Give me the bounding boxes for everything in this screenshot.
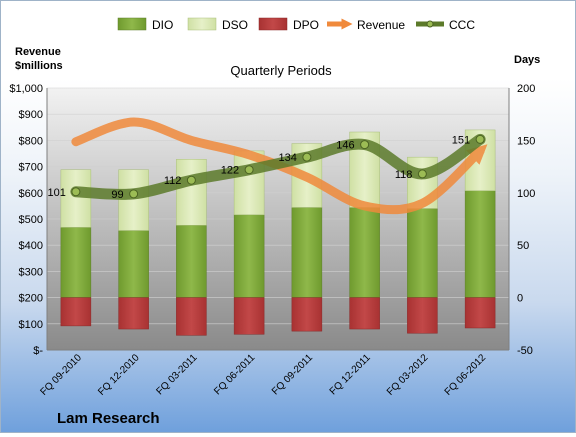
bar-dso	[176, 159, 207, 226]
bar-dpo	[118, 297, 149, 330]
legend: DIO DSO DPO Revenue CCC	[117, 17, 475, 32]
left-tick-label: $100	[19, 319, 43, 331]
bar-dso	[118, 169, 149, 231]
right-tick-label: -50	[517, 345, 533, 357]
bar-dso	[60, 169, 92, 228]
category-label: FQ 06-2012	[443, 352, 489, 398]
ccc-data-label: 146	[336, 140, 354, 152]
chart-title: Quarterly Periods	[230, 63, 332, 78]
left-tick-label: $500	[19, 214, 43, 226]
ccc-data-label: 151	[452, 134, 470, 146]
category-label: FQ 03-2012	[385, 352, 431, 398]
bar-dio	[60, 227, 92, 298]
ccc-point	[244, 165, 254, 175]
bar-dio	[464, 190, 496, 298]
category-label: FQ 06-2011	[212, 352, 257, 397]
left-tick-label: $300	[19, 266, 43, 278]
bar-dio	[233, 214, 265, 298]
left-tick-label: $-	[33, 345, 43, 357]
legend-swatch-dio	[117, 17, 147, 31]
category-label: FQ 12-2010	[96, 352, 142, 398]
bar-dio	[291, 207, 323, 298]
company-name: Lam Research	[57, 410, 160, 427]
right-axis-title: Days	[514, 54, 540, 66]
ccc-data-label: 101	[48, 187, 66, 199]
right-tick-label: 150	[517, 135, 535, 147]
bars	[60, 129, 496, 336]
ccc-point	[186, 175, 196, 185]
right-tick-label: 50	[517, 240, 529, 252]
bar-dpo	[291, 297, 323, 332]
left-tick-label: $600	[19, 188, 43, 200]
legend-swatch-dpo	[258, 17, 288, 31]
right-tick-label: 0	[517, 293, 523, 305]
right-tick-label: 200	[517, 83, 535, 95]
category-label: FQ 03-2011	[155, 352, 200, 397]
ccc-data-label: 134	[279, 152, 297, 164]
bar-dpo	[176, 297, 207, 336]
category-label: FQ 12-2011	[328, 352, 373, 397]
bar-dpo	[464, 297, 496, 329]
legend-label-ccc: CCC	[449, 18, 475, 32]
bar-dpo	[233, 297, 265, 335]
legend-label-dpo: DPO	[293, 18, 319, 32]
legend-label-dio: DIO	[152, 18, 173, 32]
ccc-data-label: 99	[111, 189, 123, 201]
left-tick-label: $700	[19, 162, 43, 174]
ccc-data-label: 122	[221, 165, 239, 177]
ccc-point	[417, 169, 427, 179]
category-label: FQ 09-2010	[38, 352, 84, 398]
bar-dpo	[60, 297, 92, 327]
bar-dpo	[407, 297, 438, 334]
left-axis-title-line1: Revenue	[15, 46, 61, 58]
revenue-line	[71, 117, 488, 215]
legend-swatch-dso	[187, 17, 217, 31]
bar-dio	[118, 230, 149, 298]
bar-dio	[176, 225, 207, 298]
left-tick-label: $1,000	[9, 83, 43, 95]
left-tick-label: $800	[19, 135, 43, 147]
ccc-series: 101 99 112 122 134 146 118 151	[48, 133, 486, 201]
ccc-point	[71, 187, 81, 197]
bar-dpo	[349, 297, 380, 330]
legend-label-revenue: Revenue	[357, 18, 405, 32]
bar-dio	[407, 208, 438, 298]
left-tick-label: $900	[19, 109, 43, 121]
ccc-data-label: 112	[164, 175, 182, 187]
left-axis-title-line2: $millions	[15, 60, 63, 72]
bar-dio	[349, 207, 380, 298]
left-tick-label: $400	[19, 240, 43, 252]
revenue-series	[71, 117, 488, 215]
ccc-point	[129, 189, 139, 199]
left-tick-label: $200	[19, 293, 43, 305]
legend-swatch-ccc-dot	[426, 20, 434, 28]
ccc-point	[475, 134, 485, 144]
right-tick-label: 100	[517, 188, 535, 200]
ccc-point	[360, 140, 370, 150]
ccc-point	[302, 152, 312, 162]
ccc-data-label: 118	[395, 169, 413, 181]
category-label: FQ 09-2011	[270, 352, 315, 397]
legend-label-dso: DSO	[222, 18, 248, 32]
